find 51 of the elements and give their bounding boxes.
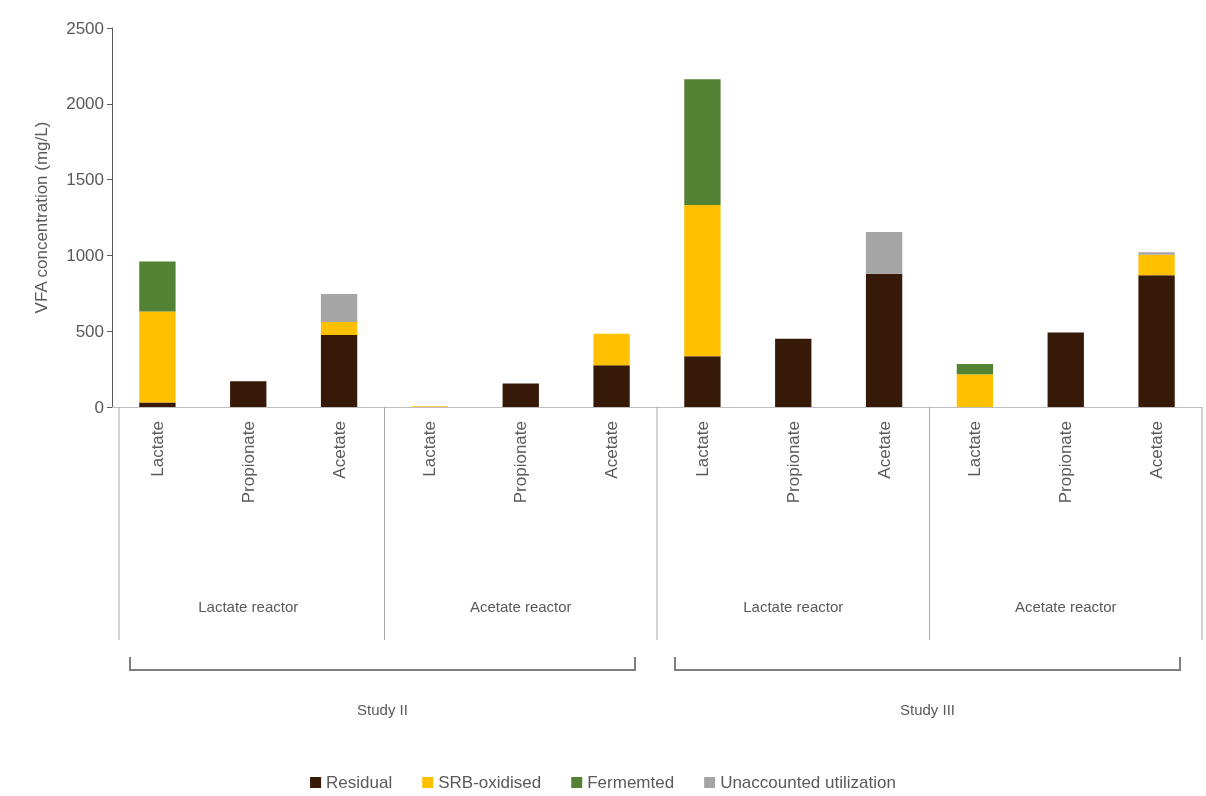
x-tick-label: Lactate bbox=[147, 421, 167, 477]
y-tick-label: 1500 bbox=[66, 170, 104, 190]
legend-label: Unaccounted utilization bbox=[720, 773, 896, 792]
y-tick-label: 500 bbox=[75, 321, 104, 341]
x-tick-label: Acetate bbox=[1147, 421, 1167, 479]
x-tick-label: Acetate bbox=[874, 421, 894, 479]
y-tick-label: 2500 bbox=[66, 18, 104, 38]
bar bbox=[320, 294, 358, 323]
bar bbox=[139, 402, 176, 407]
bar bbox=[1138, 275, 1175, 407]
bar bbox=[684, 79, 721, 206]
y-tick-label: 2000 bbox=[66, 94, 104, 114]
y-tick-label: 1000 bbox=[66, 245, 104, 265]
bar bbox=[684, 205, 721, 357]
text: Study II bbox=[357, 701, 408, 718]
bar bbox=[230, 381, 267, 407]
text: Lactate reactor bbox=[198, 598, 299, 615]
bar bbox=[593, 333, 630, 366]
x-tick-label: Propionate bbox=[238, 421, 258, 504]
bar bbox=[320, 334, 358, 407]
bar bbox=[1138, 254, 1175, 276]
bar bbox=[320, 322, 358, 335]
bar bbox=[139, 311, 176, 403]
x-tick-label: Propionate bbox=[1056, 421, 1076, 504]
x-tick-label: Lactate bbox=[420, 421, 440, 477]
bar bbox=[1138, 252, 1175, 255]
x-tick-label: Propionate bbox=[783, 421, 803, 504]
bar bbox=[775, 338, 812, 407]
legend-label: Fermemted bbox=[587, 773, 675, 792]
text: Acetate reactor bbox=[469, 598, 572, 615]
legend-label: Residual bbox=[326, 773, 393, 792]
y-tick-label: 0 bbox=[94, 397, 104, 417]
text: Lactate reactor bbox=[743, 598, 844, 615]
x-tick-label: Lactate bbox=[965, 421, 985, 477]
bar bbox=[684, 356, 721, 407]
bar bbox=[502, 383, 539, 407]
x-tick-label: Lactate bbox=[692, 421, 712, 477]
bar bbox=[956, 374, 994, 407]
y-axis-title: VFA concentration (mg/L) bbox=[32, 121, 51, 314]
bar bbox=[956, 364, 994, 375]
x-tick-label: Acetate bbox=[602, 421, 622, 479]
text: Study III bbox=[899, 701, 956, 718]
bar bbox=[865, 231, 903, 274]
x-tick-label: Propionate bbox=[511, 421, 531, 504]
x-tick-label: Acetate bbox=[329, 421, 349, 479]
legend-label: SRB-oxidised bbox=[438, 773, 542, 792]
text: Acetate reactor bbox=[1014, 598, 1117, 615]
bar bbox=[865, 273, 903, 407]
bar bbox=[1047, 332, 1084, 407]
bar bbox=[139, 261, 176, 312]
bar bbox=[593, 365, 630, 407]
